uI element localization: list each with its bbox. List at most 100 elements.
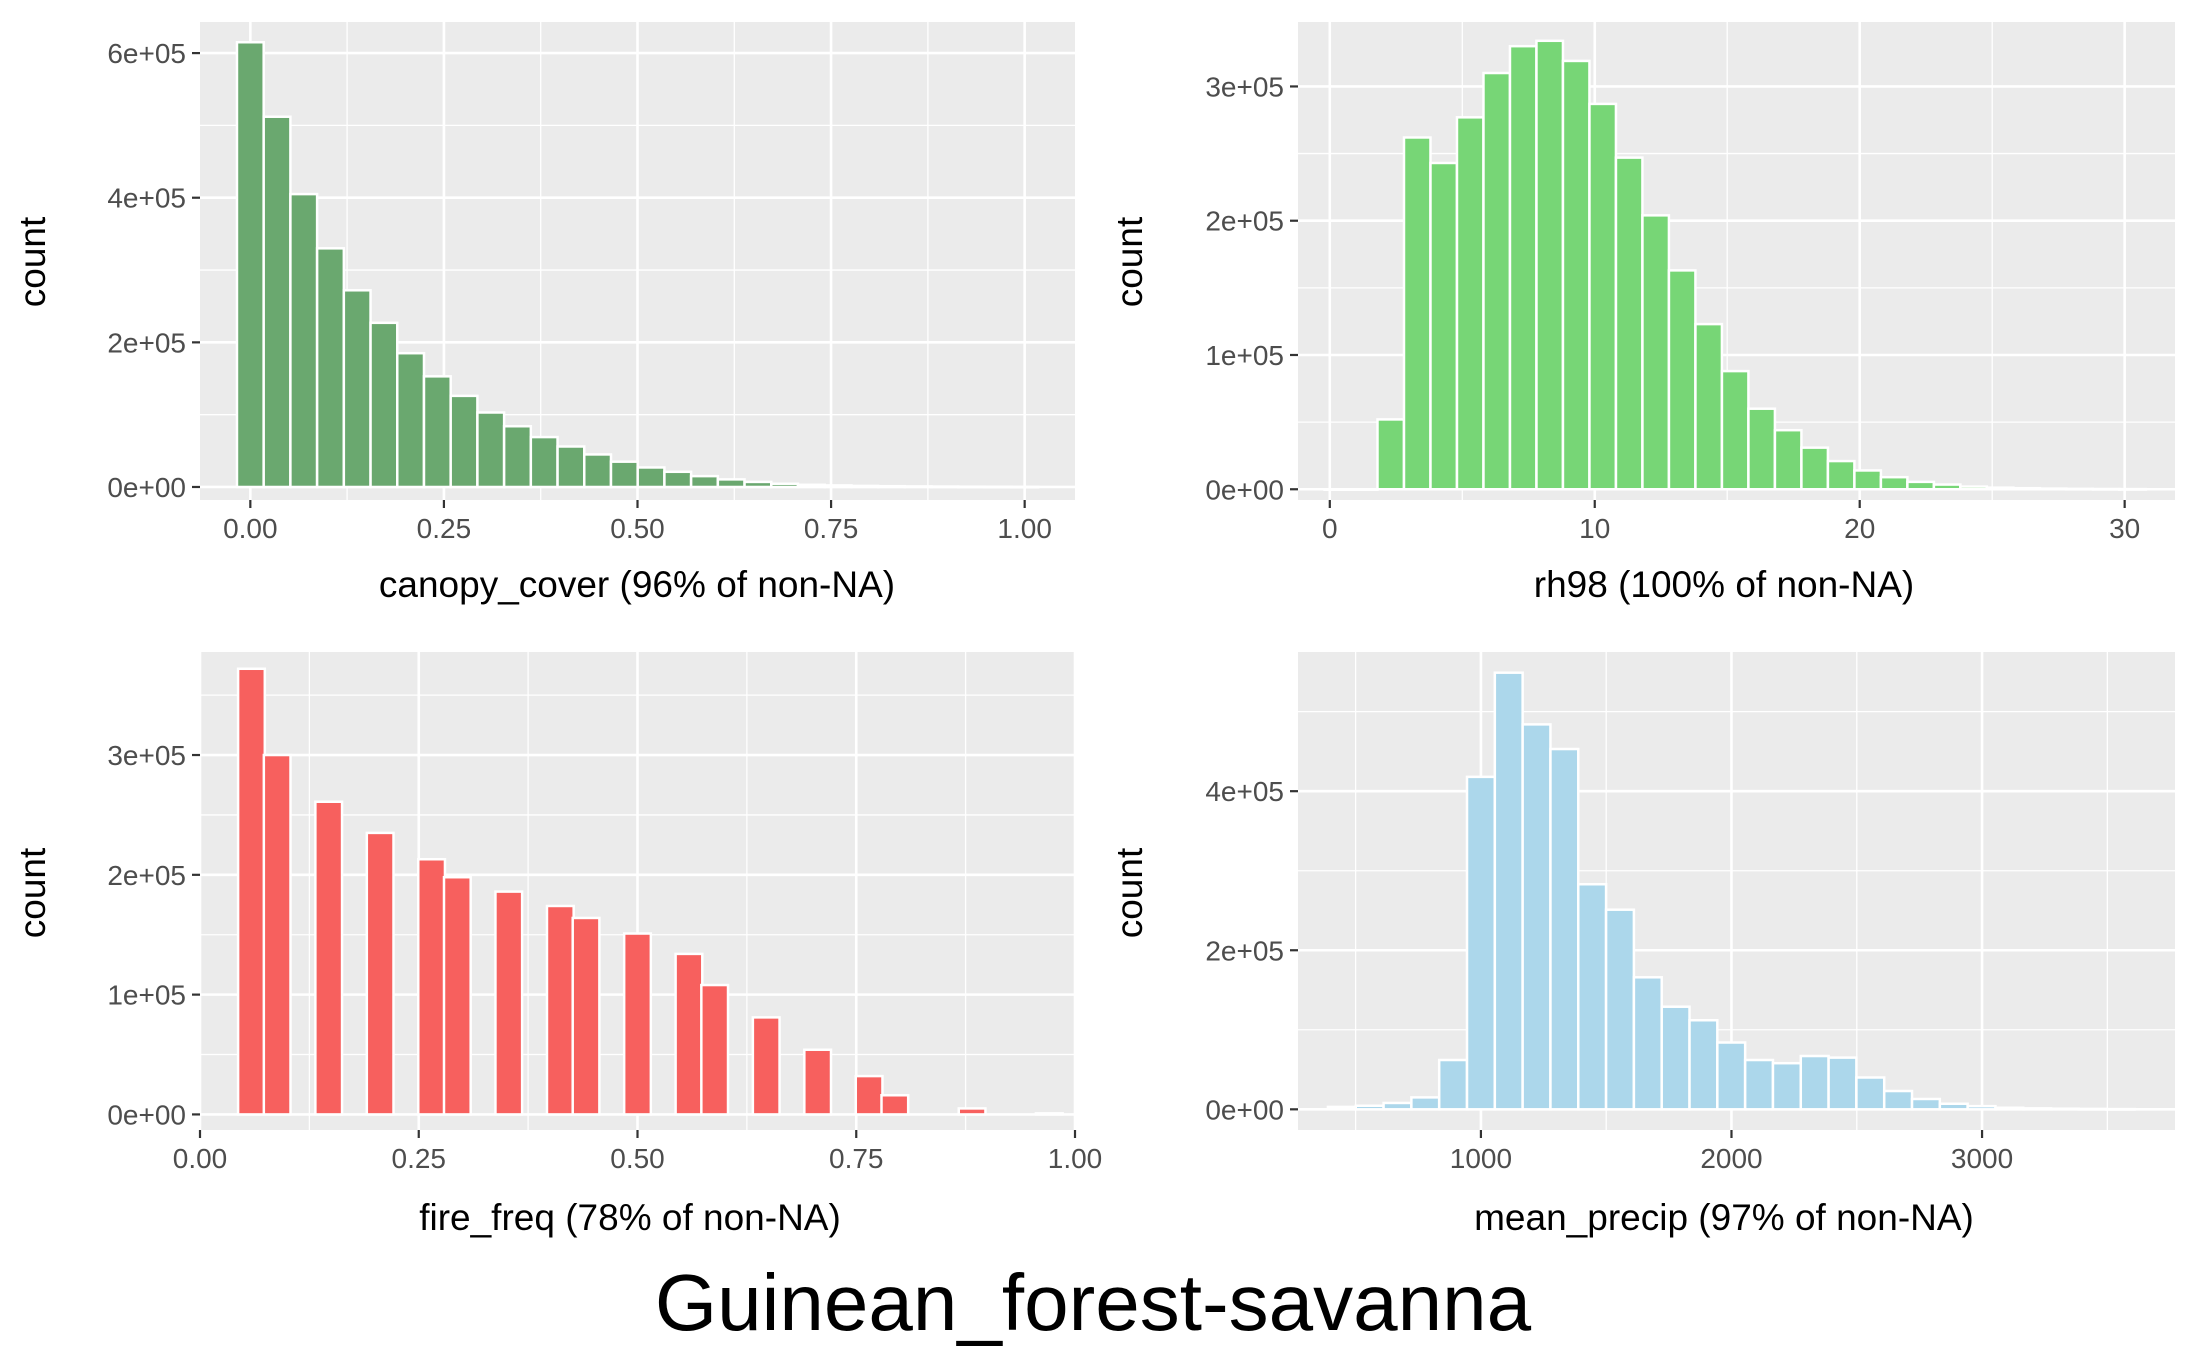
histogram-bar [700,983,730,1116]
histogram-bar [1465,775,1497,1111]
histogram-bar [1932,483,1962,491]
histogram-bar [1827,1056,1858,1111]
histogram-bar [983,485,1013,489]
histogram-bar [1354,1104,1385,1111]
histogram-bar [1535,39,1565,491]
histogram-bar [930,485,960,489]
y-tick-label: 0e+00 [107,1099,186,1130]
histogram-bar [609,460,639,489]
histogram-bar [674,952,704,1116]
x-tick-label: 1.00 [997,513,1052,544]
y-tick-label: 0e+00 [107,472,186,503]
y-tick-label: 6e+05 [107,38,186,69]
y-tick-label: 2e+05 [1205,935,1284,966]
histogram-bar [636,466,666,489]
histogram-bar [1034,1112,1064,1116]
histogram-bar [1966,1104,1997,1111]
y-tick-label: 2e+05 [107,327,186,358]
histogram-bar [1879,475,1909,491]
histogram-bar [396,351,426,489]
histogram-bar [2105,1107,2136,1111]
histogram-bar [1632,976,1663,1111]
x-tick-label: 1000 [1450,1143,1512,1174]
histogram-bar [876,484,907,489]
histogram-bar [1493,671,1524,1111]
histogram-bar [1482,71,1512,491]
x-axis-title: canopy_cover (96% of non-NA) [379,564,895,605]
y-tick-label: 4e+05 [107,183,186,214]
x-tick-label: 30 [2109,513,2140,544]
histogram-bar [369,321,399,489]
histogram-bar [571,916,601,1116]
x-tick-label: 0.00 [173,1143,228,1174]
x-tick-label: 10 [1579,513,1610,544]
x-tick-label: 1.00 [1048,1143,1103,1174]
histogram-bar [2038,487,2068,491]
histogram-bar [235,40,265,489]
histogram-bar [1455,116,1485,491]
histogram-bar [1994,1106,2025,1111]
histogram-bar [2065,487,2095,491]
histogram-bar [716,478,746,489]
x-tick-label: 0.50 [610,513,665,544]
histogram-bar [1382,1101,1413,1111]
y-tick-label: 4e+05 [1205,776,1284,807]
histogram-bar [803,1048,833,1116]
histogram-bar [1694,322,1724,491]
histogram-bar [262,115,292,489]
histogram-bar [1743,1058,1775,1111]
histogram-bar [854,1074,884,1116]
panel-1: 0.00 0.25 0.50 0.75 1.00 0e+00 2e+05 4e+05 6e+05… [12,22,1075,605]
histogram-bar [1614,156,1644,491]
histogram-bar [957,1107,987,1116]
histogram-bar [422,375,452,489]
histogram-bar [1985,486,2015,491]
histogram-bar [880,1094,910,1116]
histogram-bar [2012,486,2042,491]
y-axis-title: count [1109,847,1150,938]
histogram-bar [1688,1018,1719,1111]
histogram-bar [1437,1058,1469,1111]
x-tick-label: 0.25 [417,513,472,544]
histogram-bar [1410,1096,1441,1111]
histogram-bar [1882,1089,1914,1111]
histogram-bar [442,875,472,1116]
histogram-bar [556,445,586,489]
x-tick-label: 0.75 [804,513,859,544]
histogram-bar [1323,488,1353,492]
x-axis-title: rh98 (100% of non-NA) [1534,564,1914,605]
panel-2: 0 10 20 30 0e+00 1e+05 2e+05 3e+05 rh98 (100% of… [1109,22,2175,605]
histogram-bar [663,470,693,489]
histogram-bar [315,247,346,489]
x-tick-label: 3000 [1951,1143,2013,1174]
y-axis-title: count [1109,216,1150,307]
histogram-bar [262,753,292,1116]
histogram-bar [1855,1076,1886,1111]
histogram-bar [689,474,720,489]
histogram-bar [1588,102,1618,491]
histogram-bar [622,932,653,1116]
histogram-bar [770,482,800,489]
histogram-bar [1429,161,1459,491]
histogram-bar [1747,407,1777,491]
histogram-bar [1577,882,1608,1111]
histogram-bar [751,1016,781,1116]
histogram-bar [417,858,447,1116]
histogram-bar [796,483,826,489]
y-tick-label: 0e+00 [1205,1094,1284,1125]
histogram-bar [236,667,267,1116]
histogram-bar [1959,485,1989,491]
y-axis-title: count [12,216,53,307]
histogram-bar [583,453,613,489]
histogram-bar [1716,1041,1747,1111]
histogram-bar [2091,487,2121,491]
y-tick-label: 1e+05 [1205,340,1284,371]
y-axis-title: count [12,847,53,938]
histogram-bar [1376,418,1406,491]
histogram-bar [545,904,575,1116]
histogram-bar [850,484,880,489]
histogram-bar [1720,369,1750,491]
histogram-bar [1800,446,1830,491]
histogram-bar [823,484,853,489]
